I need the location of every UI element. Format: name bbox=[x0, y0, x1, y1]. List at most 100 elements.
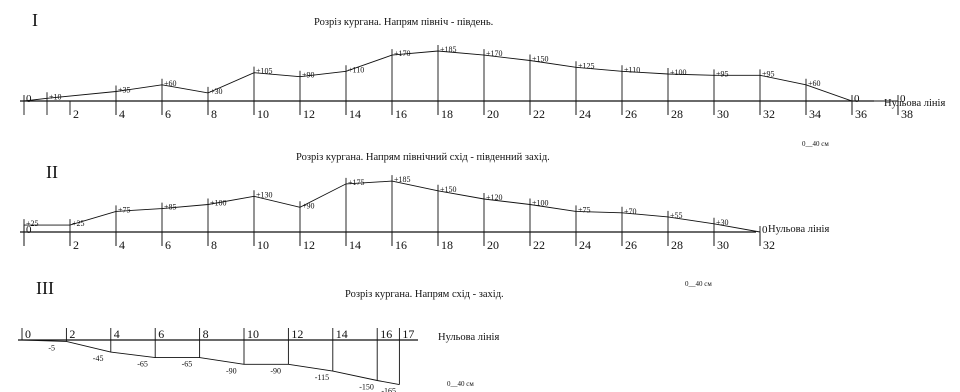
section-1-title: Розріз кургана. Напрям північ - південь. bbox=[314, 17, 493, 28]
section-1-axis-label: 14 bbox=[349, 107, 361, 121]
section-2-value-label: +30 bbox=[716, 218, 729, 227]
section-2-scale-label: 0__40 см bbox=[685, 280, 712, 288]
section-1-value-label: +150 bbox=[532, 55, 549, 64]
section-2-axis-label: 20 bbox=[487, 238, 499, 252]
section-2: II Розріз кургана. Напрям північний схід… bbox=[20, 152, 829, 252]
section-2-axis-label: 2 bbox=[73, 238, 79, 252]
section-2-axis-label: 4 bbox=[119, 238, 125, 252]
section-3-value-label: -65 bbox=[182, 360, 193, 369]
section-1-axis-label: 6 bbox=[165, 107, 171, 121]
section-3-profile-line bbox=[21, 339, 400, 386]
section-2-axis-label: 16 bbox=[395, 238, 407, 252]
section-3-axis-label: 12 bbox=[291, 327, 303, 341]
section-1-axis-label: 32 bbox=[763, 107, 775, 121]
section-1-value-label: 0 bbox=[900, 93, 906, 105]
section-3-value-label: -115 bbox=[315, 373, 329, 382]
section-1-axis-label: 2 bbox=[73, 107, 79, 121]
section-1-axis-label: 10 bbox=[257, 107, 269, 121]
section-1-axis-label: 20 bbox=[487, 107, 499, 121]
section-2-baseline-label: Нульова лінія bbox=[768, 224, 829, 235]
section-3-numeral: III bbox=[36, 278, 54, 298]
section-1-axis-label: 16 bbox=[395, 107, 407, 121]
section-3: III Розріз кургана. Напрям схід - захід.… bbox=[18, 278, 712, 392]
section-3-title: Розріз кургана. Напрям схід - захід. bbox=[345, 289, 504, 300]
section-1-value-label: +100 bbox=[670, 68, 687, 77]
section-1-axis-label: 30 bbox=[717, 107, 729, 121]
section-1-value-label: +60 bbox=[164, 79, 177, 88]
section-1-axis-label: 24 bbox=[579, 107, 591, 121]
section-3-baseline-label: Нульова лінія bbox=[438, 332, 499, 343]
section-2-value-label: +55 bbox=[670, 211, 683, 220]
section-2-value-label: +185 bbox=[394, 175, 411, 184]
section-2-profile-group: 0+25 +25+75 +85 +100+130+90+175 +185+150+120… bbox=[20, 175, 775, 252]
section-2-value-label: +25 bbox=[26, 219, 39, 228]
section-1-axis-label: 28 bbox=[671, 107, 683, 121]
section-2-axis-label: 6 bbox=[165, 238, 171, 252]
section-3-axis-label: 2 bbox=[69, 327, 75, 341]
section-3-axis-label: 0 bbox=[25, 327, 31, 341]
section-2-value-label: +130 bbox=[256, 190, 273, 199]
section-1-value-label: +170 bbox=[394, 49, 411, 58]
section-2-value-label: +75 bbox=[578, 205, 591, 214]
section-1-value-label: +170 bbox=[486, 49, 503, 58]
section-1-axis-label: 12 bbox=[303, 107, 315, 121]
section-2-value-label: +90 bbox=[302, 201, 315, 210]
section-1-value-label: +185 bbox=[440, 45, 457, 54]
section-2-value-label: +85 bbox=[164, 203, 177, 212]
section-1-baseline-label: Нульова лінія bbox=[884, 98, 945, 109]
section-3-value-label: -90 bbox=[270, 366, 281, 375]
section-1-value-label: +10 bbox=[49, 92, 62, 101]
section-2-axis-label: 22 bbox=[533, 238, 545, 252]
section-1-value-label: 0 bbox=[854, 93, 860, 105]
section-2-axis-label: 30 bbox=[717, 238, 729, 252]
section-1-axis-label: 18 bbox=[441, 107, 453, 121]
section-2-value-label: +120 bbox=[486, 193, 503, 202]
section-2-title: Розріз кургана. Напрям північний схід - … bbox=[296, 152, 550, 163]
section-1-value-label: +35 bbox=[118, 86, 131, 95]
section-2-axis-label: 28 bbox=[671, 238, 683, 252]
section-1-axis-label: 38 bbox=[901, 107, 913, 121]
section-2-value-label: 0 bbox=[26, 224, 32, 236]
section-3-value-label: -150 bbox=[359, 383, 374, 392]
section-1-axis-label: 4 bbox=[119, 107, 125, 121]
section-2-axis-label: 8 bbox=[211, 238, 217, 252]
section-1-value-label: +95 bbox=[716, 69, 729, 78]
section-2-value-label: +175 bbox=[348, 178, 365, 187]
section-3-axis-label: 16 bbox=[380, 327, 392, 341]
section-2-value-label: +75 bbox=[118, 205, 131, 214]
section-1-value-label: 0 bbox=[26, 93, 32, 105]
section-2-value-label: +25 bbox=[72, 219, 85, 228]
section-2-axis-label: 14 bbox=[349, 238, 361, 252]
section-1-value-label: +90 bbox=[302, 71, 315, 80]
section-1-value-label: +95 bbox=[762, 69, 775, 78]
section-1-axis-label: 36 bbox=[855, 107, 867, 121]
section-1-value-label: +110 bbox=[624, 65, 640, 74]
section-1-value-label: +110 bbox=[348, 65, 364, 74]
section-1-value-label: +60 bbox=[808, 79, 821, 88]
section-2-axis-label: 18 bbox=[441, 238, 453, 252]
section-2-numeral: II bbox=[46, 162, 58, 182]
section-2-value-label: +150 bbox=[440, 185, 457, 194]
section-3-value-label: -5 bbox=[48, 343, 55, 352]
section-2-axis-label: 26 bbox=[625, 238, 637, 252]
section-1-profile-line bbox=[23, 50, 898, 102]
section-1-axis-label: 22 bbox=[533, 107, 545, 121]
section-1-numeral: I bbox=[32, 10, 38, 30]
section-2-profile-line bbox=[23, 180, 761, 233]
section-2-value-label: +100 bbox=[210, 199, 227, 208]
section-2-axis-label: 32 bbox=[763, 238, 775, 252]
section-1-value-label: +30 bbox=[210, 87, 223, 96]
section-1-axis-label: 8 bbox=[211, 107, 217, 121]
section-3-value-label: -165 bbox=[381, 387, 396, 392]
section-2-value-label: 0 bbox=[762, 224, 768, 236]
section-2-axis-label: 10 bbox=[257, 238, 269, 252]
section-3-value-label: -90 bbox=[226, 366, 237, 375]
section-2-value-label: +100 bbox=[532, 199, 549, 208]
section-2-axis-label: 24 bbox=[579, 238, 591, 252]
section-2-value-label: +70 bbox=[624, 207, 637, 216]
section-3-scale-label: 0__40 см bbox=[447, 380, 474, 388]
section-1-profile-group: 0 +10 +35 +60 +30 +105 +90 +110 +170 +185 +170 +150… bbox=[20, 45, 913, 121]
section-1: I Розріз кургана. Напрям північ - півден… bbox=[20, 10, 945, 148]
section-1-scale-label: 0__40 см bbox=[802, 140, 829, 148]
